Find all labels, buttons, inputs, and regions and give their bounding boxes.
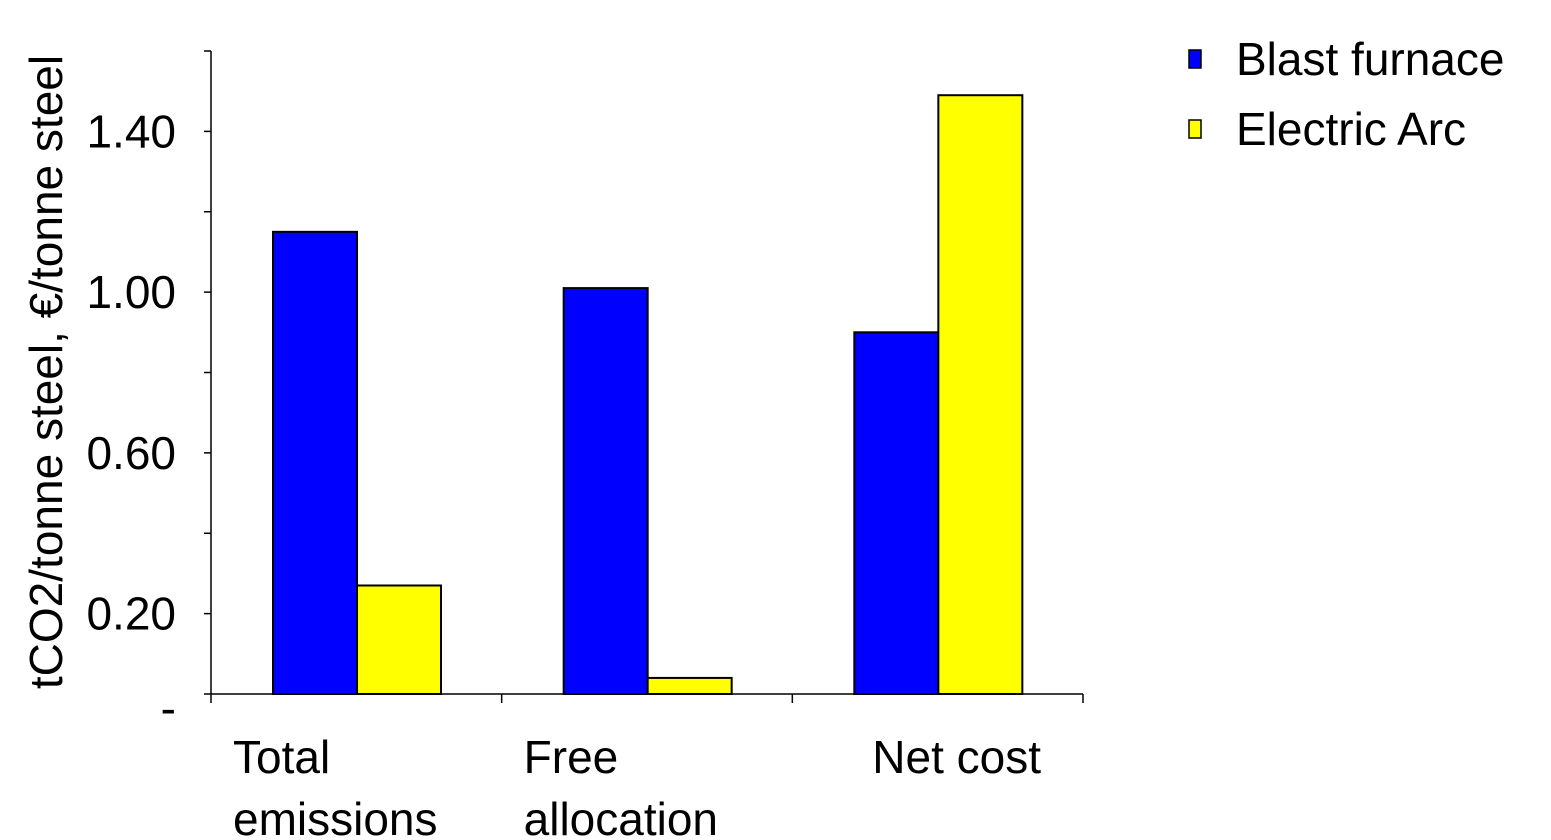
y-tick-label: 0.60 [86,427,176,479]
x-category-label: Free [524,731,619,783]
bar-electric-arc-0 [356,584,442,696]
y-tick-label: 1.00 [86,266,176,318]
x-category-label: Net cost [872,731,1041,783]
y-tick-label: 0.20 [86,588,176,640]
bar-blast-furnace-2 [853,331,940,695]
legend: Blast furnace Electric Arc [1188,33,1504,155]
y-tick-label: - [161,682,176,734]
y-ticks-group: - 0.20 0.60 1.00 1.40 [86,50,211,734]
bar-electric-arc-1 [646,676,733,695]
bars-group [272,94,1024,696]
bar-electric-arc-2 [937,94,1024,696]
x-category-label: Total [233,731,330,783]
x-category-label: allocation [524,793,718,840]
legend-swatch [1188,49,1202,69]
bar-blast-furnace-0 [272,230,358,695]
legend-label: Electric Arc [1236,103,1466,155]
y-axis-title: tCO2/tonne steel, €/tonne steel [20,55,72,689]
legend-swatch [1188,119,1202,139]
legend-label: Blast furnace [1236,33,1504,85]
y-tick-label: 1.40 [86,105,176,157]
x-category-label: emissions [233,793,438,840]
category-labels-group: Total emissions Free allocation Net cost [233,731,1041,840]
bar-blast-furnace-1 [562,287,649,695]
